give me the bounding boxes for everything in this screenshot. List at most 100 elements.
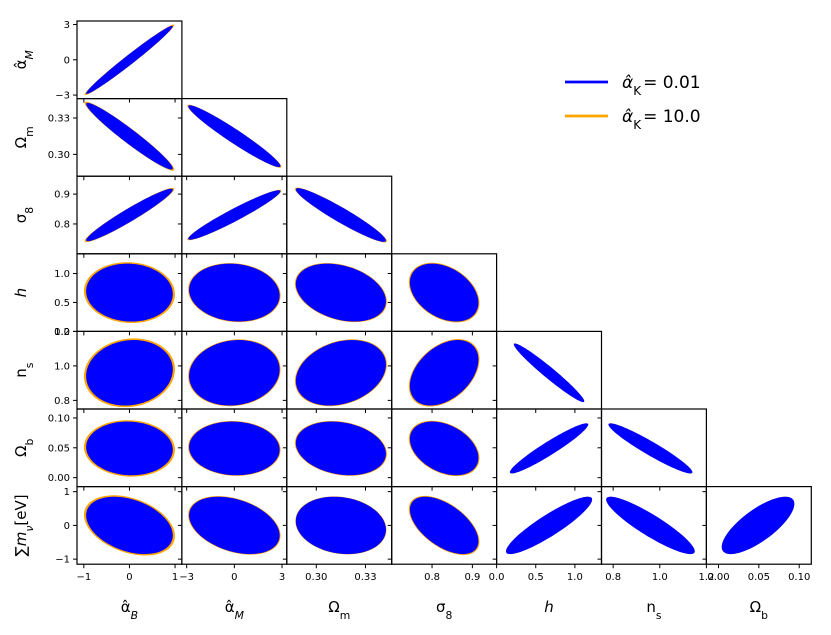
- panel-ns-vs-h: [492, 330, 603, 413]
- panel-s8-vs-Om: [282, 175, 393, 258]
- x-tick-label: 3: [279, 572, 285, 583]
- panel-Om-vs-aB: 0.30 0.33: [48, 97, 183, 181]
- panel-ns-vs-aB: 0.8 1.0 1.2: [54, 327, 183, 413]
- y-axis-label-h: h: [12, 288, 30, 298]
- x-axis-label-ns: ns: [646, 598, 662, 622]
- ellipse-blue: [86, 188, 173, 242]
- x-tick-label: 0.30: [305, 572, 327, 583]
- y-axis-label-ns: ns: [12, 362, 36, 378]
- panel-mnu-vs-ns: 0.8 1.0 1.2: [597, 486, 714, 583]
- y-tick-label: 1.0: [54, 361, 70, 372]
- x-tick-label: 0.33: [354, 572, 376, 583]
- ellipse-blue: [295, 263, 386, 322]
- y-tick-label: 3: [64, 20, 70, 31]
- x-axis-label-s8: σ8: [436, 598, 453, 622]
- x-tick-label: 0.5: [528, 572, 544, 583]
- y-tick-label: 0.0: [54, 327, 70, 338]
- x-tick-label: 0.9: [464, 572, 480, 583]
- panel-Ob-vs-ns: [597, 408, 708, 491]
- panel-s8-vs-aB: 0.8 0.9: [54, 175, 183, 258]
- panel-Ob-vs-s8: [387, 408, 498, 491]
- legend-entry: α̂K = 10.0: [565, 107, 701, 132]
- x-tick-label: −1: [76, 572, 91, 583]
- x-tick-label: −3: [179, 572, 194, 583]
- x-tick-label: 0.8: [424, 572, 440, 583]
- ellipse-blue: [606, 496, 695, 555]
- panel-Om-vs-aM: [177, 97, 288, 181]
- ellipse-blue: [509, 423, 589, 474]
- legend: α̂K = 0.01 α̂K = 10.0: [565, 73, 701, 132]
- ellipse-blue: [608, 423, 693, 474]
- panel-mnu-vs-aM: −3 0 3: [177, 486, 288, 583]
- x-axis-label-h: h: [544, 598, 554, 616]
- ellipse-blue: [86, 263, 173, 322]
- y-tick-label: 0.9: [54, 190, 70, 201]
- x-tick-label: 0: [126, 572, 132, 583]
- panel-mnu-vs-Ob: 0.00 0.05 0.10: [702, 486, 812, 583]
- y-tick-label: 1.2: [54, 327, 70, 338]
- y-tick-label: 0.8: [54, 219, 70, 230]
- y-tick-label: 0.33: [48, 114, 70, 125]
- ellipse-blue: [188, 105, 281, 168]
- ellipse-blue: [86, 421, 173, 476]
- y-tick-label: 0.10: [48, 413, 70, 424]
- y-tick-label: 0.8: [54, 396, 70, 407]
- x-tick-label: 0.00: [707, 572, 729, 583]
- ellipse-blue: [513, 343, 585, 403]
- x-tick-label: 0.0: [489, 572, 505, 583]
- y-tick-label: −1: [55, 555, 70, 566]
- y-axis-label-Ob: Ωb: [12, 438, 36, 456]
- x-axis-label-Om: Ωm: [328, 598, 350, 622]
- y-axis-label-Om: Ωm: [12, 126, 36, 148]
- y-axis-label-mnu: ∑mν[eV]: [12, 494, 36, 556]
- y-axis-label-s8: σ8: [12, 207, 36, 224]
- y-tick-label: 0: [64, 55, 70, 66]
- ellipse-blue: [86, 496, 173, 555]
- x-tick-label: 1.2: [698, 572, 714, 583]
- ellipse-blue: [189, 496, 280, 555]
- panel-Ob-vs-aM: [177, 408, 288, 491]
- ellipse-blue: [188, 190, 281, 240]
- panel-Ob-vs-aB: 0.00 0.05 0.10: [48, 408, 183, 491]
- y-tick-label: 0.5: [54, 298, 70, 309]
- x-tick-label: 1.0: [567, 572, 583, 583]
- legend-label: α̂K = 0.01: [622, 73, 701, 98]
- panel-Ob-vs-Om: [282, 408, 393, 491]
- panel-h-vs-aB: 0.0 0.5 1.0: [54, 253, 183, 338]
- x-tick-label: 0.8: [605, 572, 621, 583]
- x-axis-label-aB: α̂B: [121, 598, 138, 622]
- ellipse-blue: [295, 340, 386, 406]
- ellipse-blue: [86, 25, 173, 94]
- y-tick-label: 0.00: [48, 473, 70, 484]
- ellipse-blue: [189, 340, 280, 406]
- ellipse-blue: [409, 263, 479, 322]
- panel-h-vs-s8: [387, 253, 498, 336]
- legend-entry: α̂K = 0.01: [565, 73, 701, 98]
- panel-mnu-vs-h: 0.0 0.5 1.0: [489, 486, 603, 583]
- ellipse-blue: [295, 188, 386, 242]
- ellipse-blue: [86, 102, 173, 170]
- ellipse-blue: [721, 496, 795, 555]
- ellipse-blue: [295, 496, 386, 555]
- x-axis-label-aM: α̂M: [225, 598, 245, 622]
- panel-h-vs-Om: [282, 253, 393, 336]
- ellipse-blue: [86, 340, 173, 406]
- panel-ns-vs-Om: [282, 330, 393, 413]
- y-tick-label: 0.30: [48, 150, 70, 161]
- x-tick-label: 0.05: [748, 572, 770, 583]
- y-tick-label: 1.0: [54, 269, 70, 280]
- x-axis-label-Ob: Ωb: [750, 598, 768, 622]
- panel-s8-vs-aM: [177, 175, 288, 258]
- y-tick-label: 0.05: [48, 443, 70, 454]
- ellipse-blue: [189, 263, 280, 322]
- y-tick-label: 0: [64, 521, 70, 532]
- panel-aM-vs-aB: −3 0 3: [55, 20, 183, 103]
- panel-ns-vs-s8: [387, 330, 498, 413]
- y-tick-label: 1: [64, 487, 70, 498]
- x-tick-label: 0.10: [788, 572, 810, 583]
- ellipse-blue: [409, 496, 479, 555]
- panel-grid: −3030.300.330.80.90.00.51.00.81.01.20.00…: [12, 20, 812, 622]
- x-tick-label: 1.0: [652, 572, 668, 583]
- y-axis-label-aM: α̂M: [12, 50, 36, 70]
- x-tick-label: 1: [172, 572, 178, 583]
